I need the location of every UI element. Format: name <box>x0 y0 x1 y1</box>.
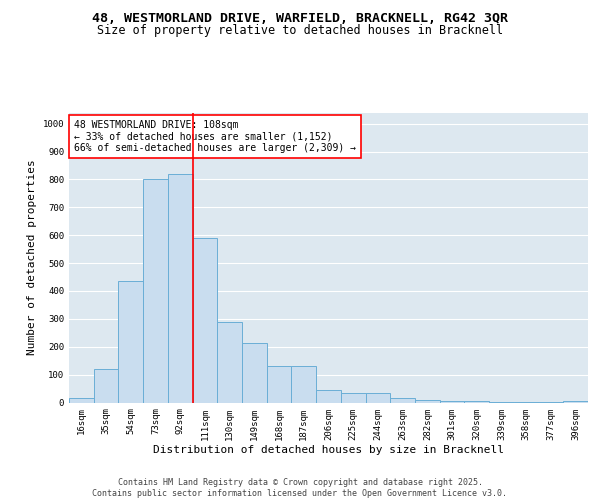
Text: Size of property relative to detached houses in Bracknell: Size of property relative to detached ho… <box>97 24 503 37</box>
Bar <box>390 398 415 402</box>
Text: 48, WESTMORLAND DRIVE, WARFIELD, BRACKNELL, RG42 3QR: 48, WESTMORLAND DRIVE, WARFIELD, BRACKNE… <box>92 12 508 26</box>
Text: Contains HM Land Registry data © Crown copyright and database right 2025.
Contai: Contains HM Land Registry data © Crown c… <box>92 478 508 498</box>
Bar <box>193 238 217 402</box>
Bar <box>118 281 143 402</box>
Bar <box>563 401 588 402</box>
Y-axis label: Number of detached properties: Number of detached properties <box>27 160 37 356</box>
Bar <box>292 366 316 403</box>
X-axis label: Distribution of detached houses by size in Bracknell: Distribution of detached houses by size … <box>153 445 504 455</box>
Bar <box>143 180 168 402</box>
Bar <box>94 369 118 402</box>
Bar <box>415 400 440 402</box>
Bar <box>217 322 242 402</box>
Bar <box>464 401 489 402</box>
Bar <box>242 342 267 402</box>
Bar <box>440 401 464 402</box>
Bar <box>341 392 365 402</box>
Bar <box>267 366 292 403</box>
Text: 48 WESTMORLAND DRIVE: 108sqm
← 33% of detached houses are smaller (1,152)
66% of: 48 WESTMORLAND DRIVE: 108sqm ← 33% of de… <box>74 120 356 153</box>
Bar <box>365 392 390 402</box>
Bar <box>168 174 193 402</box>
Bar <box>69 398 94 402</box>
Bar <box>316 390 341 402</box>
